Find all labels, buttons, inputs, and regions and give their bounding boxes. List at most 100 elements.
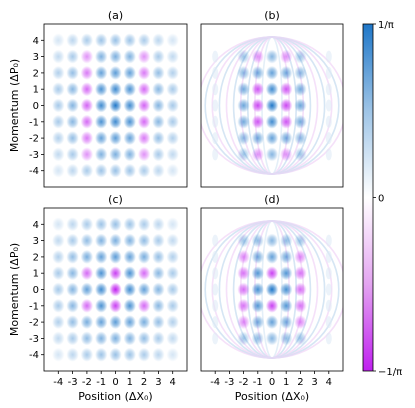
y-axis-label: Momentum (ΔP₀) [8,243,21,336]
fringe-arc [225,36,319,175]
lattice-lobe [265,82,279,97]
lattice-lobe [137,33,151,48]
lattice-lobe [265,49,279,64]
lattice-lobe [265,65,279,80]
y-tick-label: -2 [29,318,39,329]
fringe-blob [325,234,332,247]
fringe-arc [232,220,312,359]
fringe-arc [201,36,343,175]
lattice-lobe [237,49,250,64]
lattice-lobe [280,65,293,80]
lattice-lobe [280,147,293,162]
y-tick-label: -1 [29,117,39,128]
x-tick-label: -2 [82,377,92,388]
lattice-lobe [52,217,65,232]
lattice-lobe [109,331,122,346]
fringe-blob [325,283,332,296]
lattice-lobe [80,347,94,362]
lattice-lobe [66,82,79,97]
lattice-lobe [152,33,165,48]
fringe-blob [212,299,219,312]
lattice-lobe [95,331,108,346]
lattice-lobe [152,98,165,113]
lattice-lobe [109,217,122,232]
lattice-lobe [137,347,151,362]
x-tick-label: 2 [297,377,303,388]
lattice-lobe [109,65,122,80]
fringe-arc [204,220,340,359]
lattice-lobe [80,233,94,248]
lattice-lobe [95,163,108,178]
fringe-arc [201,220,343,359]
fringe-blob [212,148,219,161]
lattice-lobe [66,298,79,313]
fringe-arc [204,36,340,175]
lattice-lobe [166,347,179,362]
panel-d [201,208,343,371]
lattice-lobe [123,298,136,313]
fringe-blob [325,132,332,145]
lattice-lobe [237,82,250,97]
lattice-lobe [80,315,94,330]
lattice-lobe [80,33,94,48]
y-tick-label: 3 [33,236,39,247]
fringe-blob [325,50,332,63]
lattice-lobe [137,82,151,97]
y-tick-label: -4 [29,350,39,361]
y-tick-label: -4 [29,166,39,177]
lattice-lobe [123,33,136,48]
lattice-lobe [52,282,65,297]
x-tick-label: 3 [155,377,161,388]
lattice-lobe [66,114,79,129]
fringe-arc [218,36,326,175]
lattice-lobe [294,249,307,264]
lattice-lobe [137,233,151,248]
fringe-arc [225,220,319,359]
lattice-lobe [251,249,264,264]
lattice-lobe [166,33,179,48]
lattice-lobe [265,298,279,313]
lattice-lobe [137,266,151,281]
lattice-lobe [95,233,108,248]
lattice-lobe [66,249,79,264]
panel-frame [200,23,344,188]
lattice-lobe [123,163,136,178]
y-tick-label: -2 [29,134,39,145]
lattice-lobe [166,266,179,281]
panel-title: (a) [108,9,123,22]
lattice-lobe [137,49,151,64]
lattice-lobe [109,49,122,64]
lattice-lobe [280,266,293,281]
lattice-lobe [251,98,264,113]
lattice-lobe [123,49,136,64]
fringe-arc [211,36,333,175]
lattice-lobe [80,249,94,264]
lattice-lobe [109,315,122,330]
x-tick-label: 1 [283,377,289,388]
lattice-lobe [166,282,179,297]
lattice-lobe [52,65,65,80]
lattice-lobe [152,114,165,129]
lattice-lobe [251,65,264,80]
lattice-lobe [294,266,307,281]
lattice-lobe [237,315,250,330]
lattice-lobe [237,298,250,313]
lattice-lobe [66,347,79,362]
lattice-lobe [66,131,79,146]
lattice-lobe [137,298,151,313]
lattice-lobe [137,98,151,113]
fringe-blob [212,115,219,128]
x-tick-label: 4 [326,377,332,388]
x-tick-label: 3 [311,377,317,388]
lattice-lobe [152,147,165,162]
fringe-blob [212,132,219,145]
lattice-lobe [152,82,165,97]
lattice-lobe [109,33,122,48]
lattice-lobe [66,98,79,113]
y-tick-label: -3 [29,334,39,345]
lattice-lobe [109,131,122,146]
lattice-lobe [95,49,108,64]
fringe-arc [211,220,333,359]
x-tick-label: 1 [127,377,133,388]
lattice-lobe [66,147,79,162]
